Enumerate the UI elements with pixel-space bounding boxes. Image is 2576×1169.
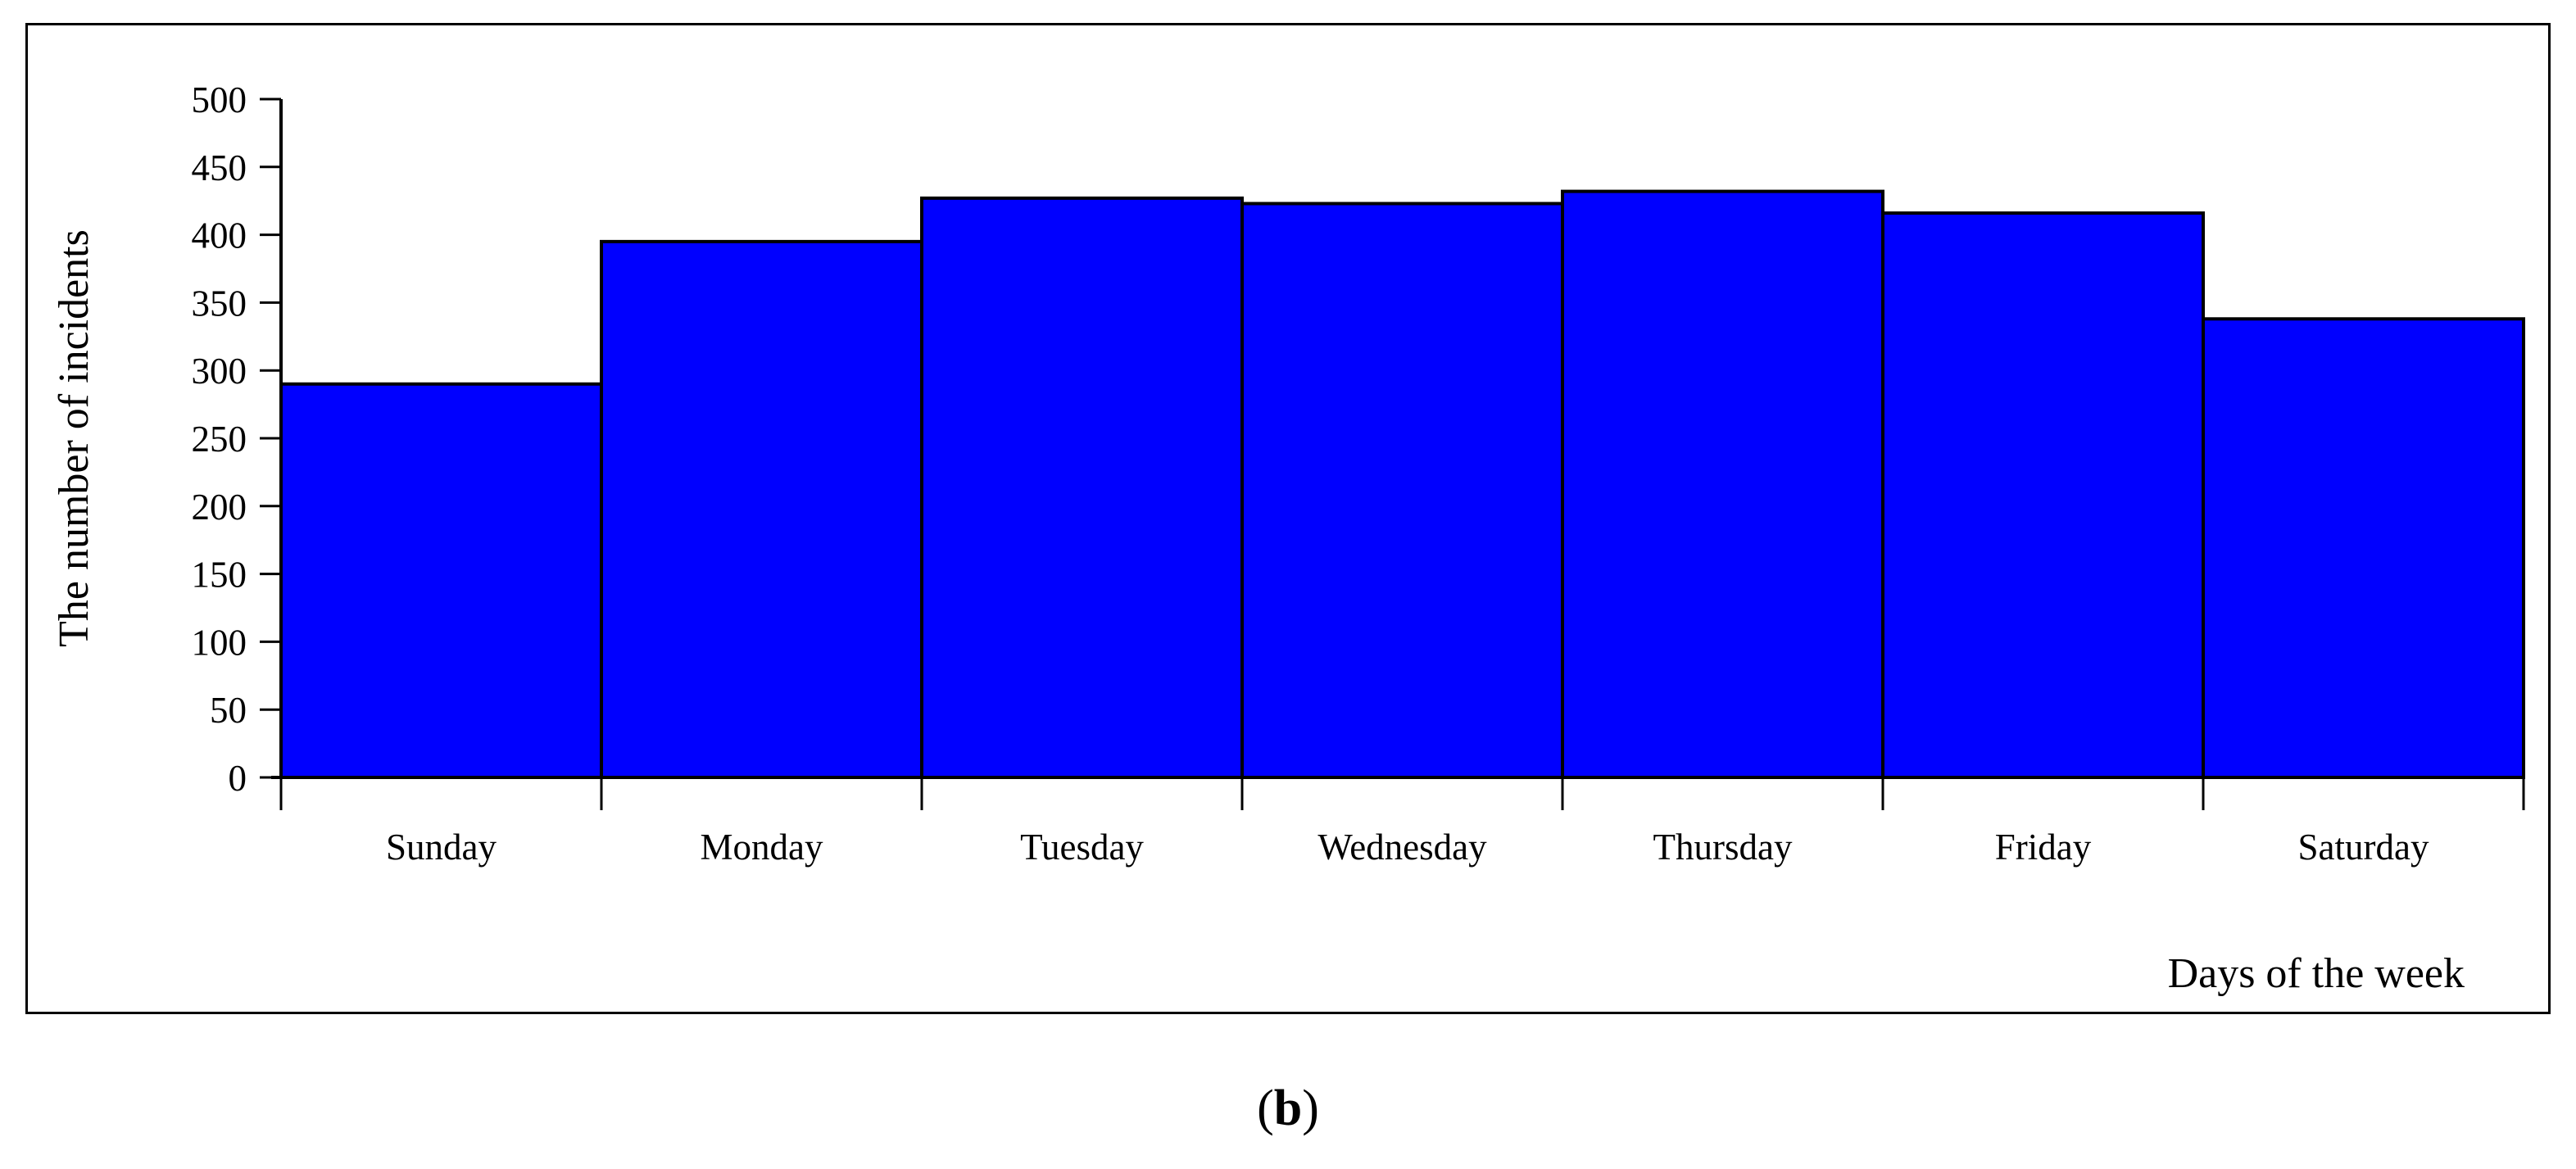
bar-friday (1881, 211, 2205, 779)
y-tick-label-450: 450 (192, 147, 247, 188)
bars-group (279, 189, 2525, 780)
x-category-label-thursday: Thursday (1653, 827, 1793, 868)
y-tick-label-500: 500 (192, 79, 247, 120)
bar-saturday (2202, 317, 2525, 780)
y-tick-label-400: 400 (192, 215, 247, 256)
y-tick-label-350: 350 (192, 283, 247, 324)
y-axis-title: The number of incidents (51, 229, 98, 647)
bar-wednesday (1240, 202, 1564, 779)
caption-paren-open: ( (1257, 1081, 1274, 1136)
x-category-label-friday: Friday (1995, 827, 2092, 868)
x-category-label-wednesday: Wednesday (1317, 827, 1487, 868)
caption-paren-close: ) (1302, 1081, 1319, 1136)
axes-group (260, 97, 2525, 810)
x-category-label-saturday: Saturday (2298, 827, 2429, 868)
x-category-label-monday: Monday (701, 827, 823, 868)
x-category-labels-group: Sunday Monday Tuesday Wednesday Thursday Frid… (386, 827, 2429, 868)
y-tick-label-50: 50 (210, 690, 247, 731)
bar-monday (600, 239, 923, 779)
y-tick-label-300: 300 (192, 351, 247, 392)
y-tick-label-100: 100 (192, 622, 247, 663)
bar-thursday (1561, 189, 1884, 780)
chart-border (25, 23, 2551, 1014)
y-tick-label-0: 0 (229, 758, 247, 799)
x-category-label-sunday: Sunday (386, 827, 497, 868)
x-category-label-tuesday: Tuesday (1020, 827, 1144, 868)
x-axis-title: Days of the week (2168, 950, 2465, 997)
y-tick-label-200: 200 (192, 487, 247, 528)
caption-letter: b (1273, 1081, 1303, 1136)
figure-caption: (b) (0, 1080, 2576, 1138)
bar-sunday (279, 382, 603, 779)
y-tick-label-150: 150 (192, 555, 247, 596)
y-tick-label-250: 250 (192, 419, 247, 460)
y-tick-labels-group: 0 50 100 150 200 250 300 350 400 450 500 (192, 79, 247, 799)
bar-tuesday (920, 196, 1244, 779)
